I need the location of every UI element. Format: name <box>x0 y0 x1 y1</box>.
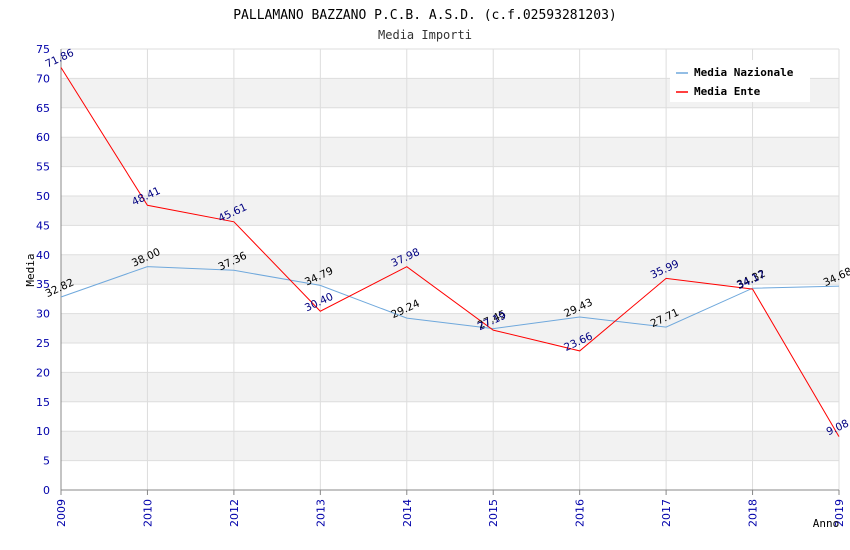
legend-box <box>670 60 810 102</box>
y-tick-label: 10 <box>36 425 50 438</box>
grid-band <box>61 313 839 343</box>
grid-bands <box>61 78 839 461</box>
y-tick-label: 0 <box>43 484 50 497</box>
x-tick-label: 2013 <box>314 499 327 527</box>
axes <box>60 49 840 495</box>
y-tick-label: 55 <box>36 161 50 174</box>
y-tick-label: 25 <box>36 337 50 350</box>
x-tick-label: 2014 <box>401 499 414 527</box>
series-lines <box>60 67 840 437</box>
x-tick-label: 2015 <box>487 499 500 527</box>
x-tick-label: 2017 <box>660 499 673 527</box>
series-line-media-nazionale <box>60 266 840 330</box>
y-tick-label: 40 <box>36 249 50 262</box>
y-tick-label: 60 <box>36 131 50 144</box>
legend-label-nazionale: Media Nazionale <box>694 66 794 79</box>
y-tick-labels: 0 5 10 15 20 25 30 35 40 45 50 55 60 65 70 75 <box>36 43 50 497</box>
x-tick-label: 2012 <box>228 499 241 527</box>
y-tick-label: 35 <box>36 278 50 291</box>
y-tick-label: 65 <box>36 102 50 115</box>
y-tick-label: 45 <box>36 219 50 232</box>
grid-band <box>61 196 839 226</box>
grid-band <box>61 372 839 402</box>
x-tick-labels: 2009 2010 2012 2013 2014 2015 2016 2017 2018 2019 <box>55 499 846 527</box>
x-tick-label: 2009 <box>55 499 68 527</box>
x-tick-label: 2018 <box>747 499 760 527</box>
chart-subtitle: Media Importi <box>378 28 472 42</box>
grid-band <box>61 254 839 285</box>
y-tick-label: 50 <box>36 190 50 203</box>
x-axis-label: Anno <box>813 517 840 530</box>
grid-band <box>61 137 839 167</box>
grid-band <box>61 431 839 461</box>
y-tick-label: 75 <box>36 43 50 56</box>
y-tick-label: 20 <box>36 366 50 379</box>
series-line-media-ente <box>60 67 840 437</box>
y-tick-label: 70 <box>36 72 50 85</box>
chart-title: PALLAMANO BAZZANO P.C.B. A.S.D. (c.f.025… <box>233 8 617 23</box>
x-tick-label: 2010 <box>141 499 154 527</box>
y-axis-label: Media <box>24 253 37 286</box>
data-label-ente: 30.40 <box>303 291 335 315</box>
legend-label-ente: Media Ente <box>694 85 761 98</box>
x-tick-label: 2016 <box>574 499 587 527</box>
y-tick-label: 15 <box>36 396 50 409</box>
x-tick-label: 2019 <box>833 499 846 527</box>
legend: Media Nazionale Media Ente <box>670 60 810 102</box>
y-tick-label: 5 <box>43 455 50 468</box>
y-tick-label: 30 <box>36 308 50 321</box>
